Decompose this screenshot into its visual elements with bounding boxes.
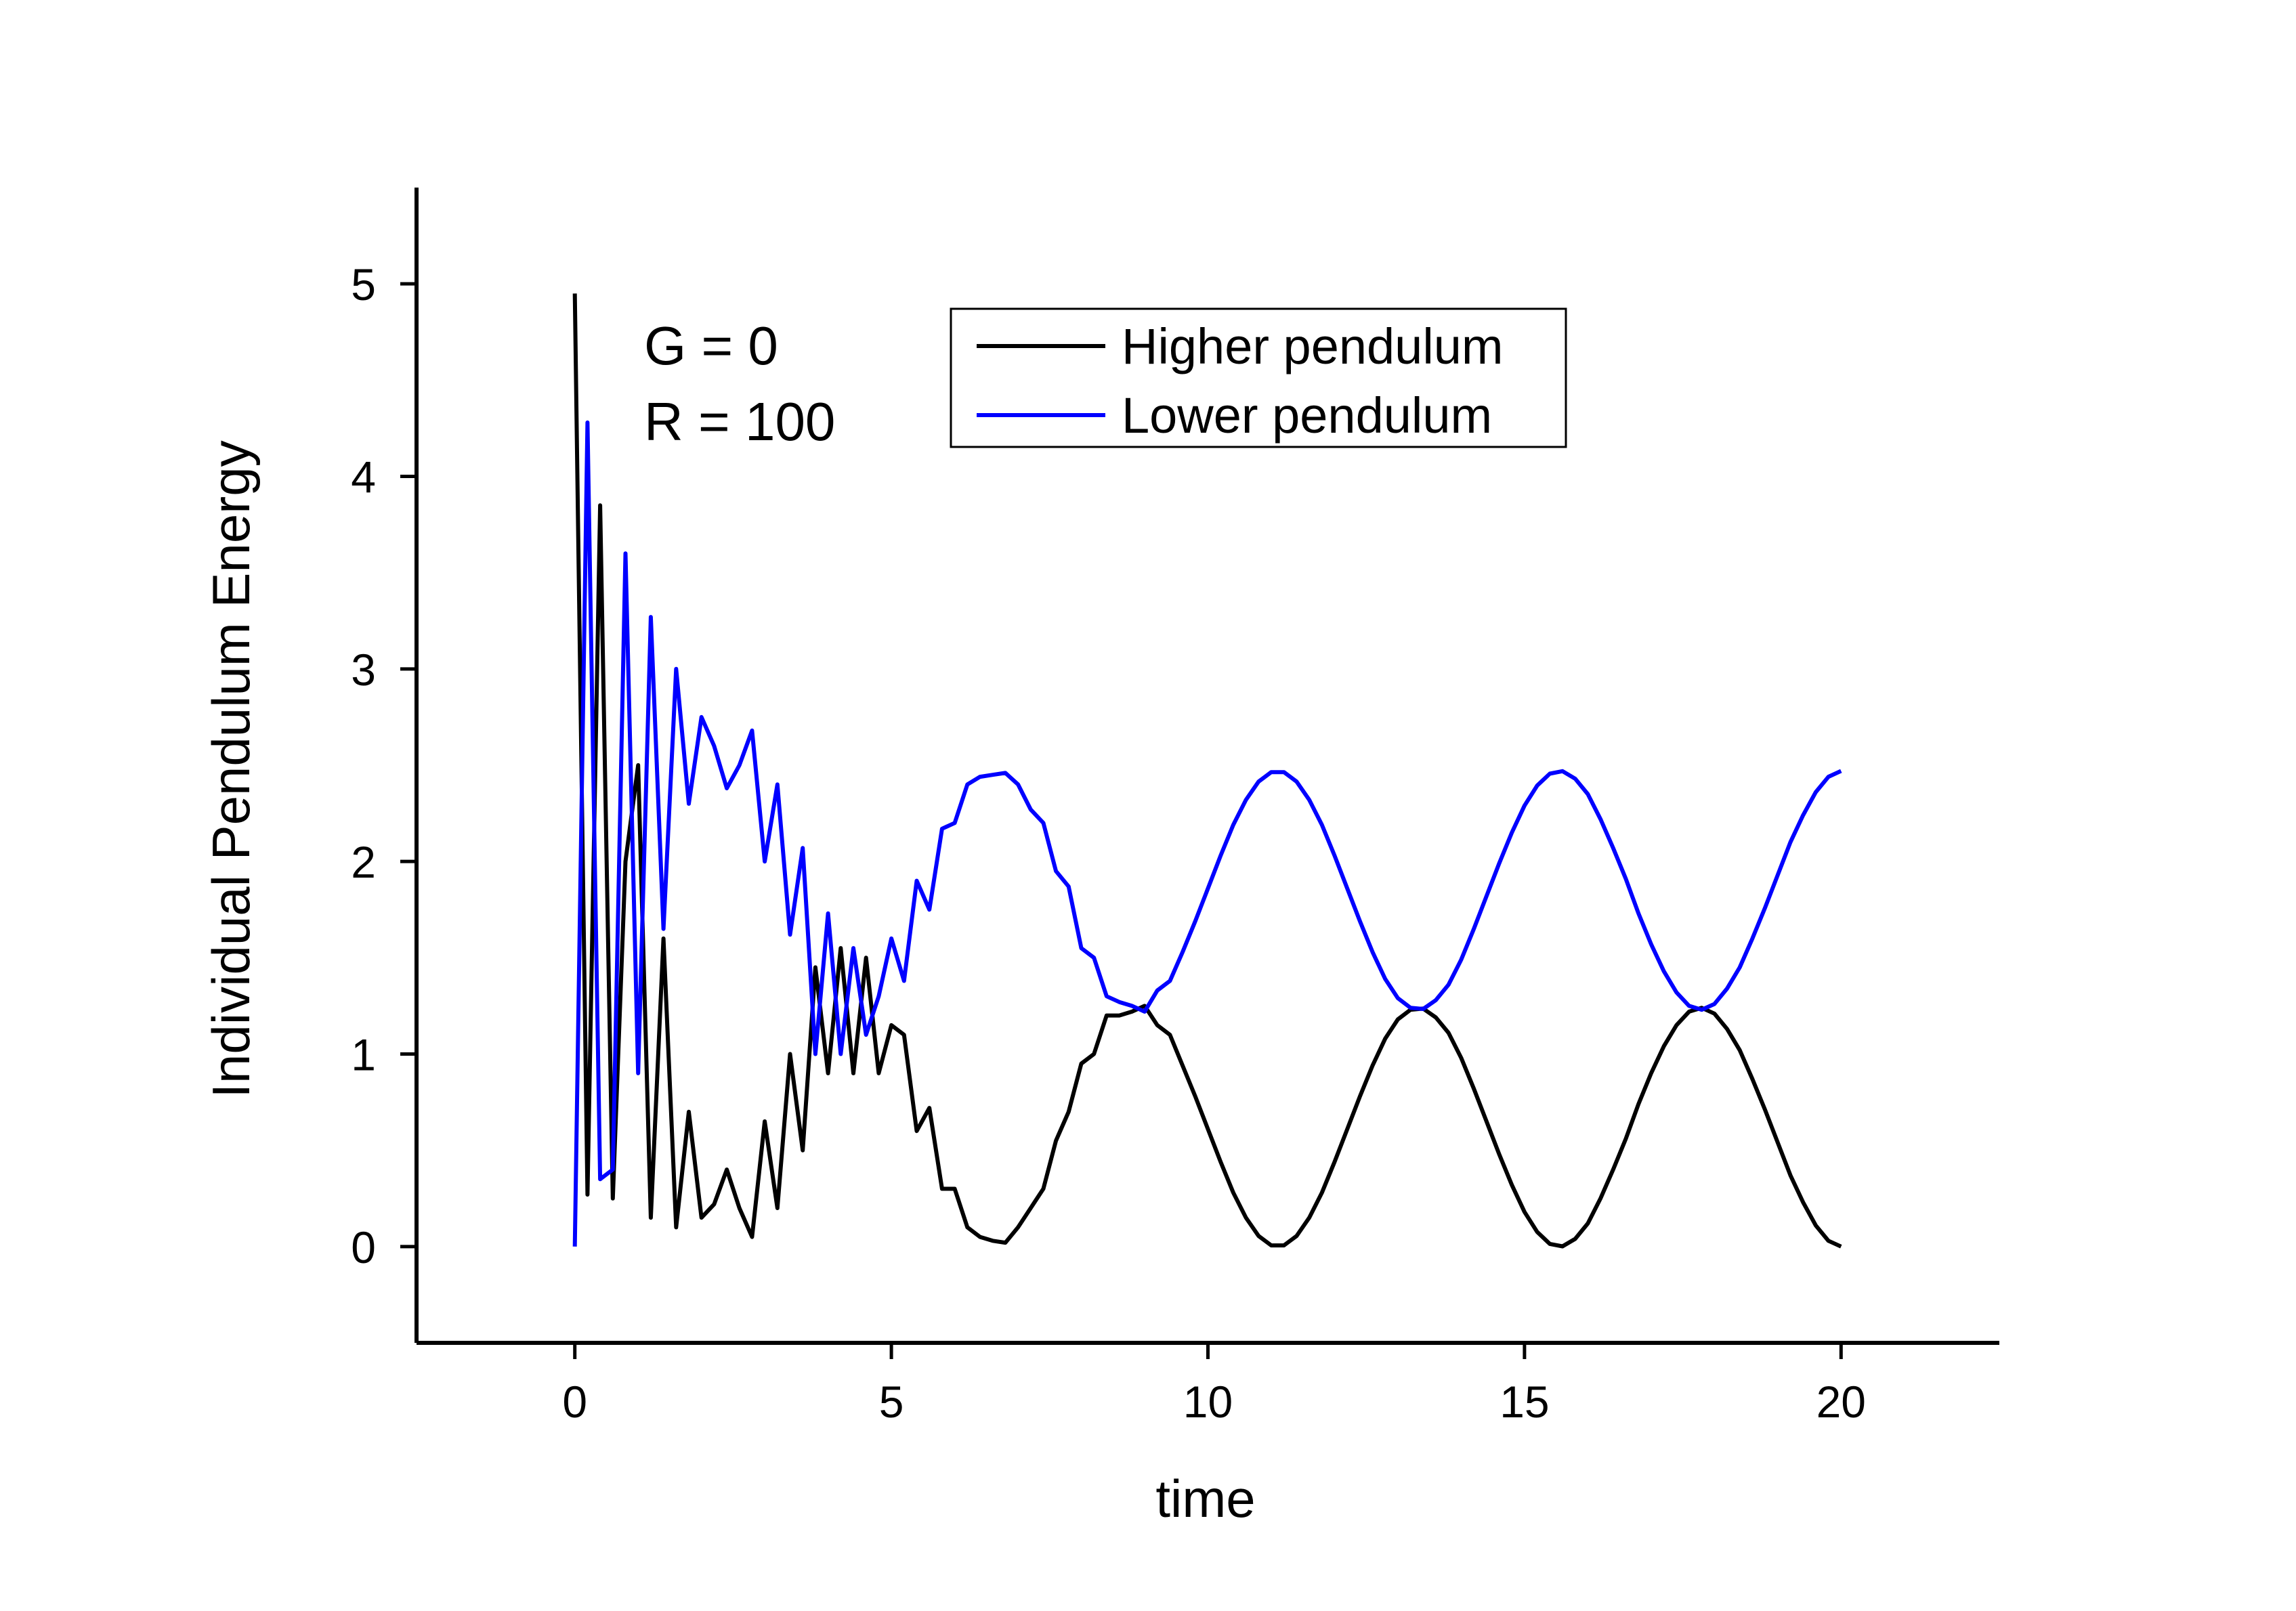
- x-tick-label: 10: [1183, 1377, 1233, 1427]
- legend-label: Lower pendulum: [1122, 387, 1492, 444]
- legend-box: [950, 307, 1567, 448]
- series-line: [572, 420, 1842, 1247]
- annotation: R = 100: [644, 391, 835, 452]
- x-axis-title: time: [1155, 1469, 1255, 1528]
- y-tick-label: 4: [351, 452, 376, 502]
- y-tick-label: 2: [351, 837, 376, 887]
- annotation: G = 0: [644, 316, 778, 376]
- y-tick-label: 5: [351, 259, 376, 309]
- series-line: [572, 293, 1842, 1249]
- x-tick-label: 20: [1816, 1377, 1866, 1427]
- y-tick-label: 1: [351, 1030, 376, 1080]
- y-tick-label: 3: [351, 645, 376, 695]
- y-axis-title: Individual Pendulum Energy: [201, 440, 261, 1098]
- x-tick-label: 5: [879, 1377, 904, 1427]
- legend-label: Higher pendulum: [1122, 318, 1504, 374]
- x-tick-label: 15: [1500, 1377, 1549, 1427]
- x-tick-label: 0: [562, 1377, 587, 1427]
- y-tick-label: 0: [351, 1222, 376, 1272]
